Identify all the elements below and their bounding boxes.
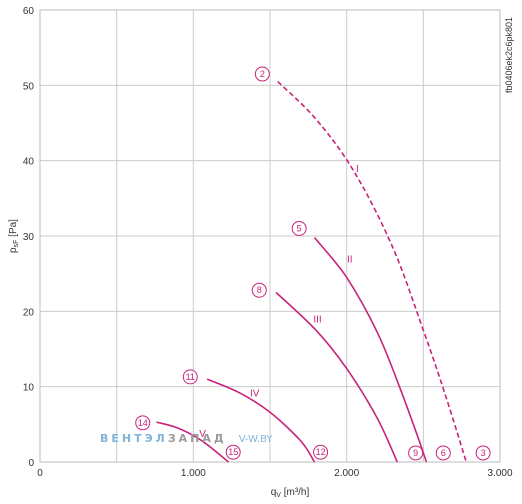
marker-label: 12 <box>316 447 326 457</box>
curve-v <box>156 421 230 463</box>
chart-code-label: fb0406ek2c6pk801 <box>504 17 514 93</box>
watermark-brand-2: ЗАПАД <box>168 432 227 445</box>
plot-frame <box>39 9 501 463</box>
x-tick-label: 2.000 <box>334 468 359 479</box>
curve-label: I <box>356 164 359 175</box>
y-tick-label: 10 <box>23 383 35 394</box>
marker-circle <box>182 369 198 385</box>
curve-label: III <box>313 315 321 326</box>
marker-circle <box>251 282 267 298</box>
grid <box>39 9 501 463</box>
curve-iii <box>275 291 399 463</box>
x-tick-label: 0 <box>37 468 43 479</box>
marker-label: 5 <box>297 223 302 233</box>
watermark: ВЕНТЭЛЗАПАД V-W.BY <box>100 432 273 445</box>
point-marker: 9 <box>408 445 424 461</box>
plot-border <box>39 9 501 463</box>
y-tick-label: 60 <box>23 6 35 17</box>
point-marker: 3 <box>475 445 491 461</box>
marker-label: 11 <box>186 372 195 382</box>
curves <box>156 81 468 463</box>
y-tick-label: 20 <box>23 307 35 318</box>
y-axis-label: psF [Pa] <box>8 219 20 253</box>
x-tick-label: 3.000 <box>487 468 512 479</box>
watermark-site: V-W.BY <box>239 434 274 445</box>
marker-circle <box>254 66 270 82</box>
x-axis-label: qV [m³/h] <box>271 487 310 499</box>
marker-circle <box>313 444 329 460</box>
marker-label: 15 <box>228 447 238 457</box>
y-tick-label: 0 <box>28 458 34 469</box>
marker-label: 9 <box>413 448 418 458</box>
marker-label: 3 <box>481 448 486 458</box>
marker-label: 8 <box>257 285 262 295</box>
x-axis-ticks: 0 1.000 2.000 3.000 <box>37 468 513 479</box>
curve-label: II <box>347 254 353 265</box>
curve-i <box>277 81 468 463</box>
point-marker: 2 <box>254 66 270 82</box>
point-marker: 12 <box>313 444 329 460</box>
curve-label: IV <box>250 388 260 399</box>
marker-circle <box>291 220 307 236</box>
marker-label: 6 <box>441 448 446 458</box>
point-marker: 8 <box>251 282 267 298</box>
watermark-brand-1: ВЕНТЭЛ <box>100 432 168 445</box>
x-tick-label: 1.000 <box>181 468 206 479</box>
marker-circle <box>475 445 491 461</box>
marker-circle <box>408 445 424 461</box>
point-markers: 2 5 8 11 14 15 12 9 6 3 <box>135 66 491 461</box>
curve-label: V <box>199 429 206 440</box>
y-tick-label: 30 <box>23 232 35 243</box>
marker-label: 14 <box>138 418 148 428</box>
y-tick-label: 40 <box>23 157 35 168</box>
point-marker: 15 <box>225 444 241 460</box>
curve-ii <box>313 237 428 463</box>
marker-circle <box>225 444 241 460</box>
marker-circle <box>135 415 151 431</box>
curve-iv <box>206 378 316 463</box>
marker-circle <box>435 445 451 461</box>
point-marker: 14 <box>135 415 151 431</box>
point-marker: 11 <box>182 369 198 385</box>
point-marker: 5 <box>291 220 307 236</box>
point-marker: 6 <box>435 445 451 461</box>
marker-label: 2 <box>260 69 265 79</box>
y-tick-label: 50 <box>23 81 35 92</box>
y-axis-ticks: 0 10 20 30 40 50 60 <box>23 6 35 469</box>
